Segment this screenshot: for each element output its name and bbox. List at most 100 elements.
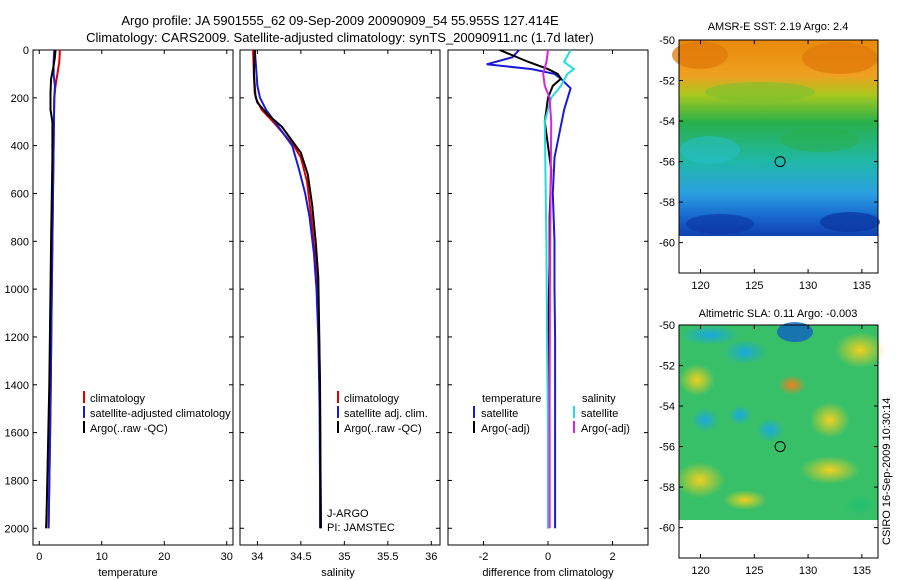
y-tick-label: 2000 — [5, 523, 29, 535]
series-line-salinity-argo-adj- — [542, 49, 553, 529]
sla-low-patch — [777, 322, 813, 342]
sla-high-patch — [835, 332, 885, 368]
legend-swatch-sal-argo — [573, 421, 575, 433]
sst-cold-patch — [686, 214, 754, 234]
legend-swatch-satellite-adj — [337, 406, 339, 418]
y-tick-label: 0 — [23, 45, 29, 57]
sla-high-patch — [723, 490, 767, 510]
sst-warm-patch — [802, 42, 878, 74]
lon-tick-label: 120 — [691, 280, 709, 292]
temperature-series — [45, 49, 61, 529]
sla-mid-patch — [842, 493, 878, 517]
lon-tick-label: 135 — [853, 280, 871, 292]
sla-low-patch — [680, 325, 740, 345]
lon-tick-label: 135 — [853, 565, 871, 577]
salinity-axis-label: salinity — [321, 567, 355, 579]
legend-label-temp-argo: Argo(-adj) — [481, 423, 530, 435]
lat-tick-label: -56 — [659, 157, 675, 169]
x-tick-label: 34 — [251, 551, 263, 563]
legend-swatch-argo — [83, 421, 85, 433]
sla-map-frame — [678, 324, 879, 559]
legend-label-climatology: climatology — [344, 393, 400, 405]
annotation-program: J-ARGO — [327, 508, 369, 520]
legend-label-argo: Argo(..raw -QC) — [90, 423, 168, 435]
difference-depth-ticks — [448, 49, 648, 529]
x-tick-label: 30 — [221, 551, 233, 563]
temperature-panel: 0 200 400 600 800 1000 1200 1400 1600 1800 2000 0 1… — [5, 45, 234, 579]
salinity-legend: climatology satellite adj. clim. Argo(..… — [337, 391, 428, 435]
legend-label-sal-argo: Argo(-adj) — [581, 423, 630, 435]
lat-tick-label: -50 — [659, 35, 675, 47]
legend-swatch-temp-satellite — [473, 406, 475, 418]
temperature-legend: climatology satellite-adjusted climatolo… — [83, 391, 231, 435]
sla-high-patch — [675, 462, 725, 498]
x-tick-label: -2 — [479, 551, 489, 563]
temperature-axis-label: temperature — [98, 567, 157, 579]
x-tick-label: 35.5 — [377, 551, 398, 563]
sla-map-panel: Altimetric SLA: 0.11 Argo: -0.003 -50 -52… — [659, 308, 885, 577]
sst-heatmap-field — [672, 40, 880, 236]
lat-tick-label: -60 — [659, 238, 675, 250]
legend-label-climatology: climatology — [90, 393, 146, 405]
legend-label-argo: Argo(..raw -QC) — [344, 423, 422, 435]
x-tick-label: 2 — [609, 551, 615, 563]
y-tick-label: 1600 — [5, 428, 29, 440]
salinity-series — [252, 49, 322, 529]
legend-header-salinity: salinity — [582, 393, 616, 405]
y-tick-label: 1800 — [5, 475, 29, 487]
lon-tick-label: 130 — [799, 280, 817, 292]
series-line-temperature-satellite — [486, 49, 572, 529]
legend-header-temperature: temperature — [482, 393, 541, 405]
sst-mid-patch — [780, 128, 860, 152]
figure-title-line1: Argo profile: JA 5901555_62 09-Sep-2009 … — [121, 13, 559, 28]
lat-tick-label: -58 — [659, 197, 675, 209]
sst-cool-patch — [680, 136, 740, 164]
sla-high-patch — [778, 375, 806, 395]
legend-label-satellite-adj: satellite adj. clim. — [344, 408, 428, 420]
sla-low-patch — [723, 340, 767, 364]
sst-cold-patch — [820, 212, 880, 232]
series-line-argo-raw-qc- — [45, 49, 57, 529]
x-tick-label: 35 — [338, 551, 350, 563]
legend-swatch-argo — [337, 421, 339, 433]
side-timestamp-label: CSIRO 16-Sep-2009 10:30:14 — [881, 398, 893, 545]
series-line-satellite-adj-clim- — [253, 49, 321, 529]
lon-tick-label: 125 — [745, 280, 763, 292]
x-tick-label: 0 — [36, 551, 42, 563]
legend-swatch-sal-satellite — [573, 406, 575, 418]
lat-tick-label: -52 — [659, 361, 675, 373]
sst-map-frame — [678, 39, 879, 274]
lon-tick-label: 125 — [745, 565, 763, 577]
legend-swatch-climatology — [337, 391, 339, 403]
difference-series — [486, 49, 576, 529]
sst-front-patch — [705, 82, 815, 102]
lat-tick-label: -58 — [659, 482, 675, 494]
x-tick-label: 20 — [158, 551, 170, 563]
figure-title-line2: Climatology: CARS2009. Satellite-adjuste… — [86, 30, 594, 45]
x-tick-label: 0 — [545, 551, 551, 563]
y-tick-label: 200 — [11, 93, 29, 105]
lat-tick-label: -54 — [659, 116, 675, 128]
sla-map-title: Altimetric SLA: 0.11 Argo: -0.003 — [699, 308, 858, 320]
lat-tick-label: -60 — [659, 523, 675, 535]
series-line-argo-raw-qc- — [252, 49, 322, 529]
sla-low-patch — [756, 418, 784, 442]
annotation-pi: PI: JAMSTEC — [327, 522, 395, 534]
sst-warm-patch — [672, 41, 728, 69]
sst-lat-ticks: -50 -52 -54 -56 -58 -60 — [659, 35, 878, 250]
series-line-salinity-satellite — [543, 49, 576, 529]
temperature-axis-ticks: 0 10 20 30 — [36, 50, 233, 563]
sla-lat-ticks: -50 -52 -54 -56 -58 -60 — [659, 320, 878, 535]
sla-argo-location-marker — [774, 441, 786, 453]
lat-tick-label: -56 — [659, 442, 675, 454]
series-line-climatology — [252, 49, 322, 529]
depth-axis-ticks: 0 200 400 600 800 1000 1200 1400 1600 1800 2000 — [5, 45, 233, 535]
x-tick-label: 34.5 — [290, 551, 311, 563]
y-tick-label: 1000 — [5, 284, 29, 296]
sla-heatmap-field — [675, 322, 885, 520]
y-tick-label: 1200 — [5, 332, 29, 344]
salinity-axes-frame — [239, 49, 441, 546]
legend-label-temp-satellite: satellite — [481, 408, 518, 420]
sla-high-patch — [810, 402, 850, 438]
